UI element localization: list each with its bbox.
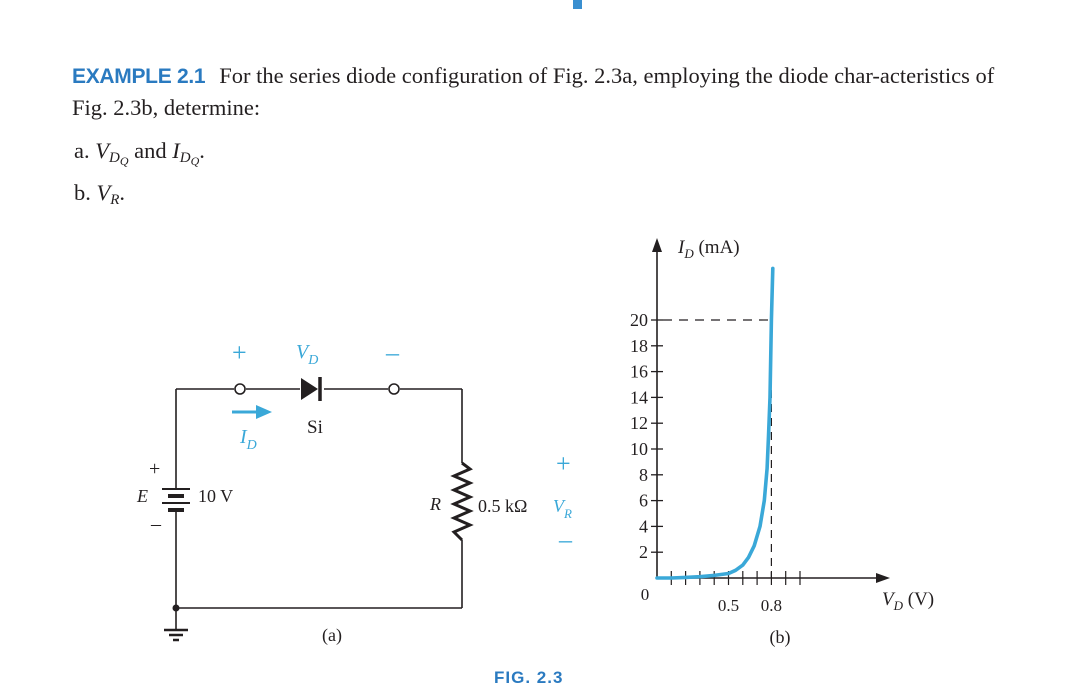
vd-label: VD (296, 341, 318, 368)
part-b: b. VR. (74, 177, 205, 216)
idq-sub: D (179, 150, 191, 166)
part-a-letter: a. (74, 138, 90, 163)
y-tick-label: 18 (630, 336, 648, 356)
y-tick-label: 2 (639, 542, 648, 562)
idq-symbol: I (172, 138, 180, 163)
vdq-symbol: V (95, 138, 109, 163)
example-text: For the series diode configuration of Fi… (72, 63, 995, 120)
plus-left: + (232, 338, 247, 367)
diode-symbol (301, 378, 318, 400)
resistor-symbol (450, 461, 474, 542)
question-parts: a. VDQ and IDQ. b. VR. (74, 135, 205, 216)
e-label: E (136, 486, 148, 506)
x-tick-label: 0.8 (761, 596, 782, 615)
vr-plus: + (556, 449, 571, 478)
y-tick-label: 10 (630, 439, 648, 459)
diode-curve-line (655, 266, 775, 580)
current-arrow-head (256, 405, 272, 419)
vr-sub: R (110, 192, 120, 208)
example-problem: EXAMPLE 2.1 For the series diode configur… (72, 60, 1032, 123)
part-a-and: and (128, 138, 173, 163)
terminal-left (234, 383, 246, 395)
y-tick-label: 12 (630, 413, 648, 433)
x-axis-arrow (876, 573, 890, 583)
terminal-right (388, 383, 400, 395)
part-b-letter: b. (74, 180, 91, 205)
idq-subsub: Q (190, 154, 200, 168)
vr-minus: – (558, 525, 573, 554)
figure-caption: FIG. 2.3 (494, 668, 564, 687)
id-label: ID (239, 426, 257, 453)
vdq-subsub: Q (119, 154, 129, 168)
vr-symbol: V (96, 180, 111, 205)
caption-a: (a) (322, 625, 342, 646)
y-tick-label: 20 (630, 310, 648, 330)
page-top-mark (573, 0, 582, 9)
y-tick-label: 4 (639, 516, 648, 536)
x-axis-label: VD (V) (882, 589, 934, 613)
y-axis-arrow (652, 238, 662, 252)
ground-node (172, 604, 180, 612)
e-value: 10 V (198, 486, 233, 506)
circuit-diagram (162, 383, 474, 642)
diode-si-label: Si (307, 417, 323, 438)
r-value: 0.5 kΩ (478, 496, 527, 516)
y-tick-label: 8 (639, 465, 648, 485)
example-label: EXAMPLE 2.1 (72, 65, 206, 88)
y-axis-label: ID (mA) (677, 237, 740, 261)
minus-right: – (385, 338, 400, 367)
origin-label: 0 (641, 585, 650, 604)
part-a: a. VDQ and IDQ. (74, 135, 205, 177)
part-a-end: . (199, 138, 205, 163)
battery-plus: + (149, 458, 160, 480)
diode-characteristic-chart: 2 4 6 8 10 12 14 16 18 20 0.5 0.8 0 ID (mA) VD (V) (b) (630, 237, 934, 648)
vdq-sub: D (109, 150, 120, 166)
part-b-end: . (119, 180, 126, 205)
battery-minus: – (150, 513, 162, 535)
y-tick-label: 14 (630, 387, 648, 407)
r-label: R (429, 494, 441, 514)
y-tick-label: 6 (639, 491, 648, 511)
vr-label: VR (553, 496, 572, 521)
x-tick-label: 0.5 (718, 596, 739, 615)
y-tick-label: 16 (630, 362, 648, 382)
caption-b: (b) (770, 627, 791, 648)
